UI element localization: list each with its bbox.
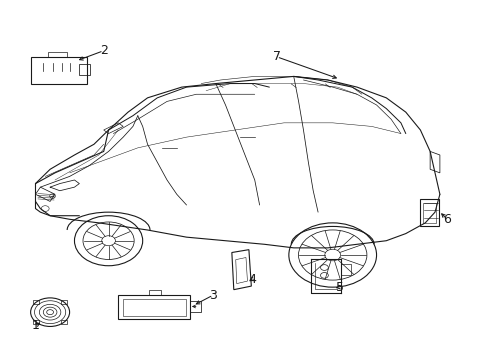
Bar: [61, 300, 67, 304]
Text: 2: 2: [100, 44, 108, 57]
Bar: [423, 203, 436, 223]
Bar: [61, 320, 67, 324]
Text: 7: 7: [272, 50, 281, 63]
Bar: [33, 300, 39, 304]
Bar: [48, 52, 67, 57]
Bar: [30, 57, 87, 84]
Text: 6: 6: [443, 213, 451, 226]
Bar: [420, 199, 439, 226]
Text: 3: 3: [209, 288, 217, 302]
Bar: [149, 290, 161, 295]
Bar: [123, 298, 186, 316]
Bar: [191, 301, 201, 312]
Text: 5: 5: [336, 281, 344, 294]
Text: 1: 1: [31, 319, 39, 332]
Text: 4: 4: [248, 273, 256, 286]
Bar: [118, 295, 191, 319]
Bar: [79, 64, 90, 75]
Bar: [33, 320, 39, 324]
